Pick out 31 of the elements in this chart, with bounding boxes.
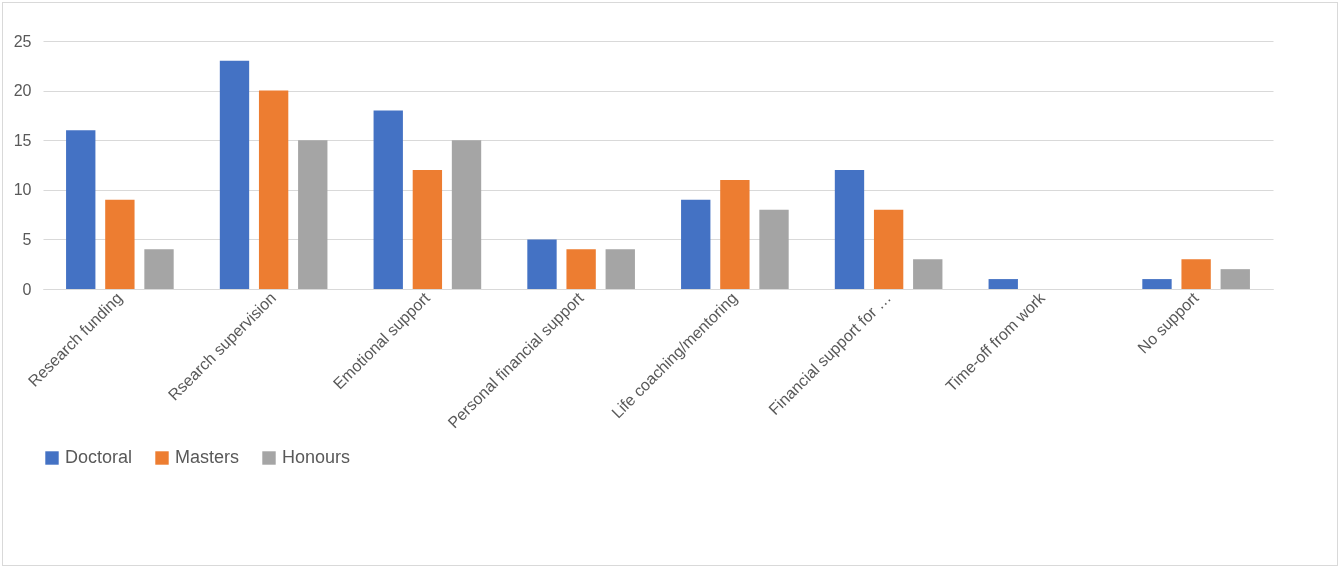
bar xyxy=(605,249,635,289)
bar xyxy=(759,209,789,289)
bar xyxy=(451,140,482,289)
legend-label: Masters xyxy=(175,447,240,467)
bar xyxy=(66,130,96,289)
bar xyxy=(1142,279,1172,289)
y-tick-label: 0 xyxy=(22,280,32,298)
bar xyxy=(834,169,865,289)
legend-label: Honours xyxy=(282,447,351,467)
bar xyxy=(373,110,403,289)
bar xyxy=(258,90,289,289)
y-tick-label: 20 xyxy=(13,82,32,100)
bar xyxy=(873,209,904,289)
y-tick-label: 15 xyxy=(13,131,32,149)
legend-label: Doctoral xyxy=(65,447,133,467)
y-tick-label: 5 xyxy=(22,230,32,248)
bar xyxy=(527,239,557,289)
bar xyxy=(1181,259,1211,289)
bar xyxy=(144,249,174,289)
bar xyxy=(681,199,711,289)
bar xyxy=(720,179,750,289)
y-tick-label: 25 xyxy=(13,32,32,50)
bar xyxy=(105,199,135,289)
y-tick-label: 10 xyxy=(13,181,32,199)
bar xyxy=(566,249,596,289)
bar xyxy=(412,169,443,289)
bar xyxy=(988,279,1018,289)
bar xyxy=(298,140,328,289)
bar xyxy=(219,60,250,289)
bar xyxy=(913,259,943,289)
bar xyxy=(1220,269,1250,289)
